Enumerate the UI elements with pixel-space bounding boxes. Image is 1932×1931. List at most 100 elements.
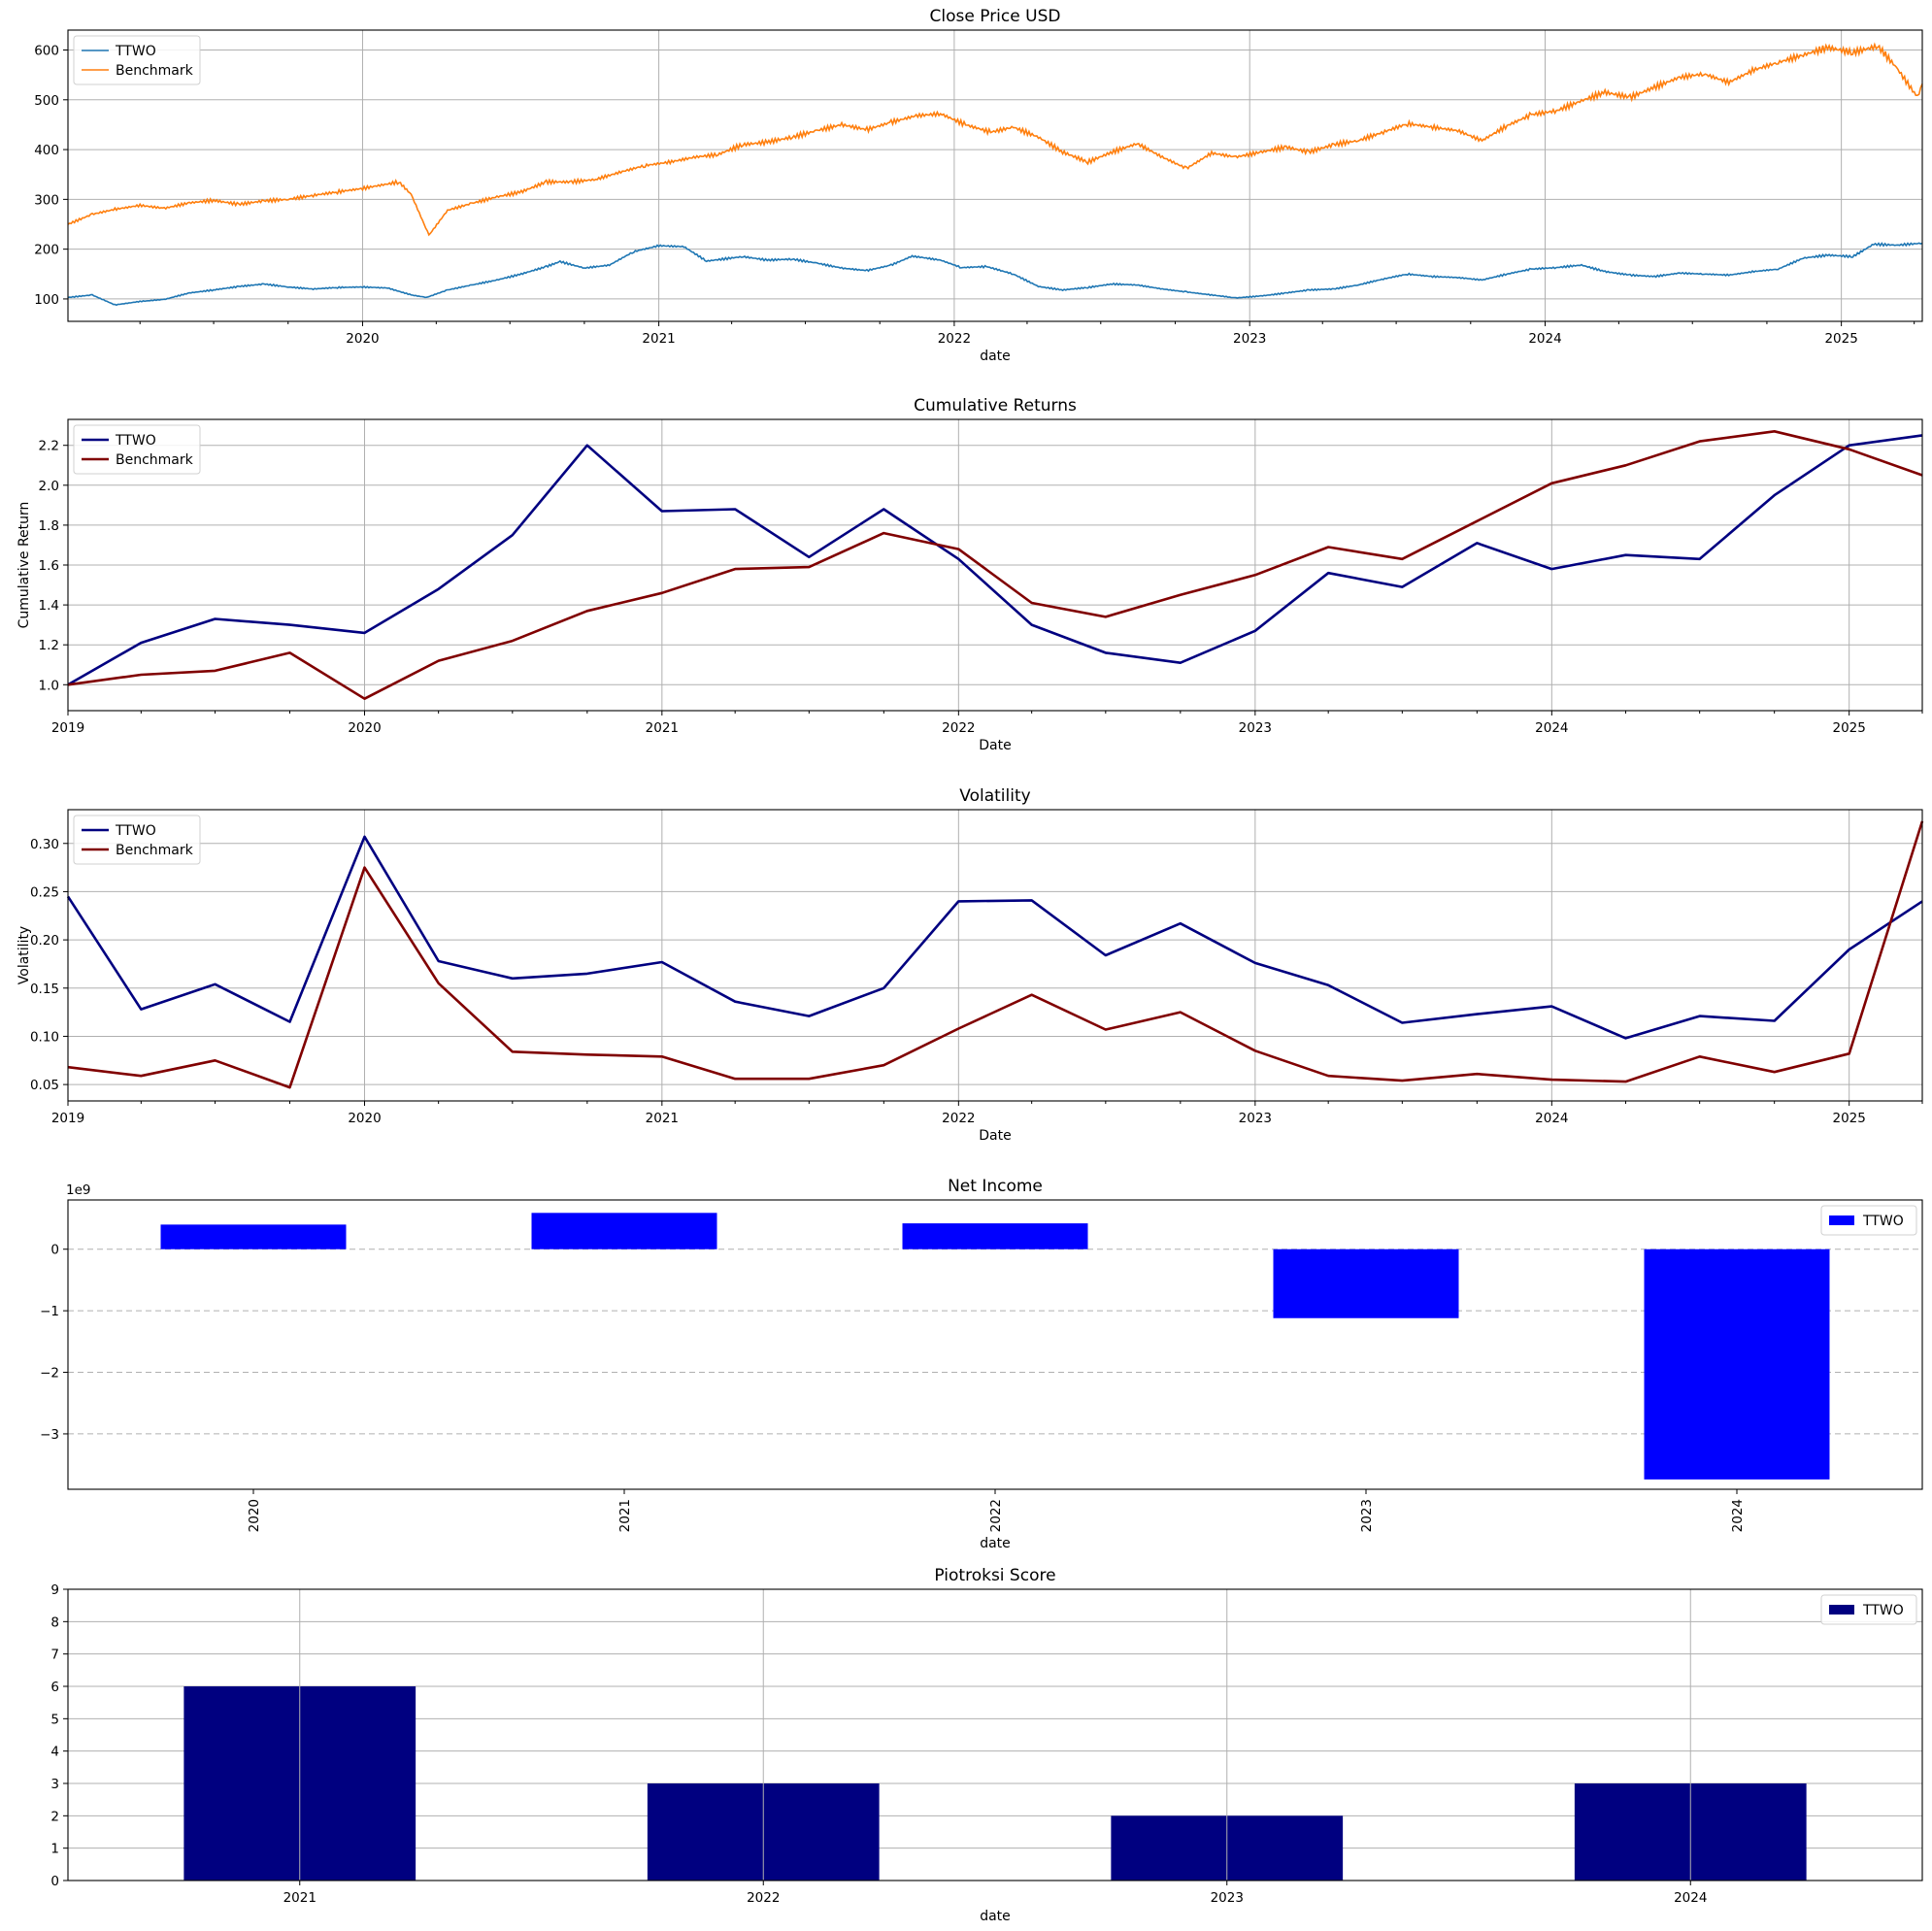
y-tick-label: 2.0 bbox=[39, 479, 59, 494]
chart-title: Net Income bbox=[948, 1177, 1043, 1196]
series-line-benchmark bbox=[67, 820, 1924, 1089]
y-tick-label: 0.20 bbox=[30, 933, 59, 949]
x-tick-label: 2025 bbox=[1824, 331, 1857, 347]
y-offset-label: 1e9 bbox=[66, 1182, 90, 1198]
legend-entry: TTWO bbox=[115, 823, 156, 839]
y-tick-label: 1.4 bbox=[39, 598, 59, 614]
chart-title: Cumulative Returns bbox=[914, 396, 1077, 416]
series-line-ttwo bbox=[67, 242, 1923, 307]
x-tick-label: 2020 bbox=[346, 331, 379, 347]
x-axis-label: Date bbox=[979, 738, 1011, 753]
legend-box bbox=[73, 815, 201, 865]
y-tick-label: 2.2 bbox=[39, 439, 59, 454]
x-tick-label: 2024 bbox=[1535, 1111, 1568, 1126]
y-tick-label: 4 bbox=[50, 1745, 59, 1760]
close-price-chart: 100 200 300 400 500 600 2020 2021 2022 2023 2024 20… bbox=[34, 7, 1923, 364]
y-tick-label: 5 bbox=[50, 1712, 59, 1727]
series-line-benchmark bbox=[67, 42, 1923, 237]
axes-frame bbox=[67, 1199, 1923, 1490]
y-tick-label: 0.05 bbox=[30, 1078, 59, 1093]
y-tick-label: 9 bbox=[50, 1582, 59, 1598]
legend-entry: Benchmark bbox=[116, 452, 194, 468]
legend-entry: TTWO bbox=[115, 44, 156, 59]
legend-box bbox=[1820, 1594, 1917, 1625]
x-tick-label: 2022 bbox=[747, 1890, 780, 1906]
legend-entry: TTWO bbox=[1862, 1603, 1904, 1618]
legend-entry: Benchmark bbox=[116, 63, 194, 79]
bar bbox=[531, 1213, 717, 1249]
y-tick-label: 500 bbox=[34, 93, 59, 109]
y-tick-label: 0 bbox=[50, 1874, 59, 1889]
y-tick-label: −3 bbox=[40, 1427, 59, 1443]
y-tick-label: 3 bbox=[50, 1777, 59, 1792]
y-tick-label: 0 bbox=[50, 1243, 59, 1258]
x-tick-label: 2022 bbox=[988, 1499, 1004, 1532]
legend-box bbox=[73, 35, 201, 85]
x-tick-label: 2023 bbox=[1239, 720, 1272, 736]
axes-frame bbox=[67, 1588, 1923, 1881]
x-tick-label: 2024 bbox=[1730, 1499, 1746, 1532]
legend-entry: Benchmark bbox=[116, 843, 194, 858]
x-tick-label: 2020 bbox=[348, 1111, 381, 1126]
x-axis-label: date bbox=[980, 1909, 1011, 1924]
y-tick-label: −2 bbox=[40, 1366, 59, 1382]
x-tick-label: 2023 bbox=[1359, 1499, 1375, 1532]
axes-frame bbox=[67, 29, 1923, 322]
x-tick-label: 2021 bbox=[617, 1499, 633, 1532]
y-tick-label: 6 bbox=[50, 1680, 59, 1695]
volatility-chart: 0.05 0.10 0.15 0.20 0.25 0.30 2019 2020 2021 2022… bbox=[17, 786, 1924, 1144]
bar bbox=[902, 1223, 1088, 1249]
x-tick-label: 2025 bbox=[1832, 720, 1865, 736]
y-tick-label: 100 bbox=[34, 292, 59, 308]
x-tick-label: 2023 bbox=[1233, 331, 1266, 347]
x-tick-label: 2020 bbox=[247, 1499, 262, 1532]
x-axis-label: date bbox=[980, 349, 1011, 364]
y-tick-label: 600 bbox=[34, 44, 59, 59]
legend-entry: TTWO bbox=[115, 433, 156, 449]
y-tick-label: 0.10 bbox=[30, 1029, 59, 1045]
y-tick-label: 400 bbox=[34, 143, 59, 158]
x-tick-label: 2019 bbox=[51, 1111, 84, 1126]
x-tick-label: 2025 bbox=[1832, 1111, 1865, 1126]
bar bbox=[1273, 1248, 1459, 1318]
y-tick-label: 0.25 bbox=[30, 884, 59, 900]
x-tick-label: 2021 bbox=[642, 331, 675, 347]
series-line-benchmark bbox=[67, 429, 1923, 701]
y-axis-label: Cumulative Return bbox=[17, 502, 32, 629]
y-tick-label: 300 bbox=[34, 192, 59, 208]
x-tick-label: 2022 bbox=[938, 331, 971, 347]
y-tick-label: 200 bbox=[34, 243, 59, 258]
net-income-chart: 0 −1 −2 −3 1e9 2020 2021 2022 2023 2024 TTWO Net In… bbox=[40, 1177, 1923, 1551]
x-tick-label: 2021 bbox=[646, 720, 679, 736]
x-tick-label: 2024 bbox=[1535, 720, 1568, 736]
x-tick-label: 2020 bbox=[348, 720, 381, 736]
x-tick-label: 2022 bbox=[942, 1111, 975, 1126]
x-tick-label: 2023 bbox=[1211, 1890, 1244, 1906]
legend-box bbox=[73, 424, 201, 475]
x-tick-label: 2023 bbox=[1239, 1111, 1272, 1126]
y-axis-label: Volatility bbox=[17, 926, 32, 984]
legend-swatch bbox=[1829, 1605, 1854, 1615]
axes-frame bbox=[67, 418, 1923, 712]
x-tick-label: 2024 bbox=[1528, 331, 1561, 347]
cumulative-returns-chart: 1.0 1.2 1.4 1.6 1.8 2.0 2.2 2019 2020 2021 2022 202… bbox=[17, 396, 1923, 753]
y-tick-label: −1 bbox=[40, 1304, 59, 1319]
x-tick-label: 2024 bbox=[1674, 1890, 1707, 1906]
y-tick-label: 1 bbox=[50, 1842, 59, 1857]
y-tick-label: 1.6 bbox=[39, 558, 59, 574]
x-tick-label: 2022 bbox=[942, 720, 975, 736]
y-tick-label: 0.15 bbox=[30, 982, 59, 997]
piotroski-score-chart: 0 1 2 3 4 5 6 7 8 9 2021 2022 2023 2024 TTWO Piotroksi … bbox=[50, 1566, 1923, 1924]
y-tick-label: 7 bbox=[50, 1648, 59, 1663]
x-axis-label: date bbox=[980, 1536, 1011, 1551]
y-tick-label: 1.2 bbox=[39, 638, 59, 653]
series-line-ttwo bbox=[67, 434, 1923, 686]
axes-frame bbox=[67, 809, 1923, 1102]
legend-entry: TTWO bbox=[1862, 1214, 1904, 1229]
chart-title: Close Price USD bbox=[930, 7, 1061, 26]
y-tick-label: 1.0 bbox=[39, 678, 59, 693]
chart-title: Piotroksi Score bbox=[934, 1566, 1055, 1585]
chart-title: Volatility bbox=[959, 786, 1030, 806]
x-tick-label: 2019 bbox=[51, 720, 84, 736]
